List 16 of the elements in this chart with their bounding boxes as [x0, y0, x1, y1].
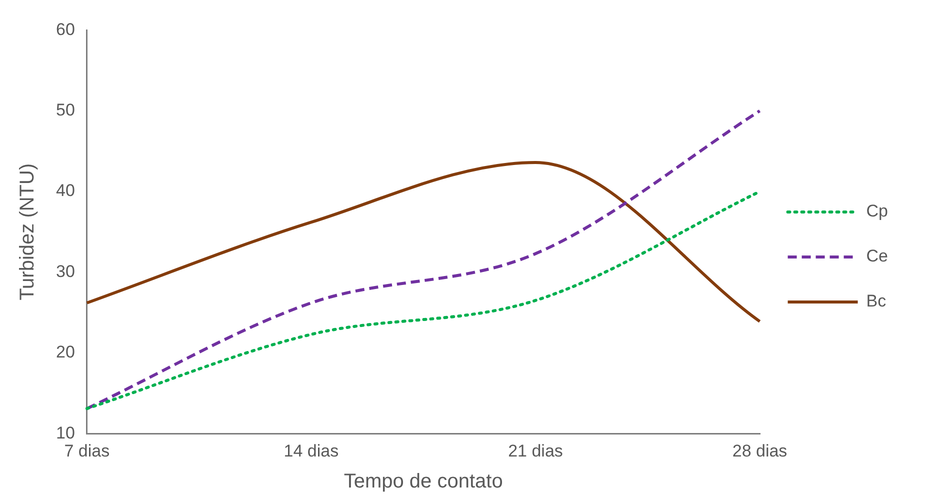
y-tick-label: 50	[56, 100, 75, 120]
y-tick-label: 20	[56, 342, 75, 362]
y-tick-label: 30	[56, 262, 75, 281]
legend-label: Ce	[866, 246, 888, 266]
y-tick-label: 10	[56, 423, 75, 442]
legend-label: Bc	[866, 292, 887, 311]
x-axis-title: Tempo de contato	[344, 470, 503, 493]
x-tick-label: 28 dias	[732, 441, 788, 460]
x-tick-label: 7 dias	[64, 441, 110, 460]
x-tick-label: 14 dias	[284, 441, 339, 460]
y-tick-label: 60	[56, 20, 75, 39]
y-axis-title: Turbidez (NTU)	[16, 163, 39, 300]
legend-label: Cp	[866, 202, 888, 221]
y-tick-label: 40	[56, 181, 75, 200]
line-series	[85, 161, 762, 323]
x-tick-label: 21 dias	[508, 441, 563, 460]
